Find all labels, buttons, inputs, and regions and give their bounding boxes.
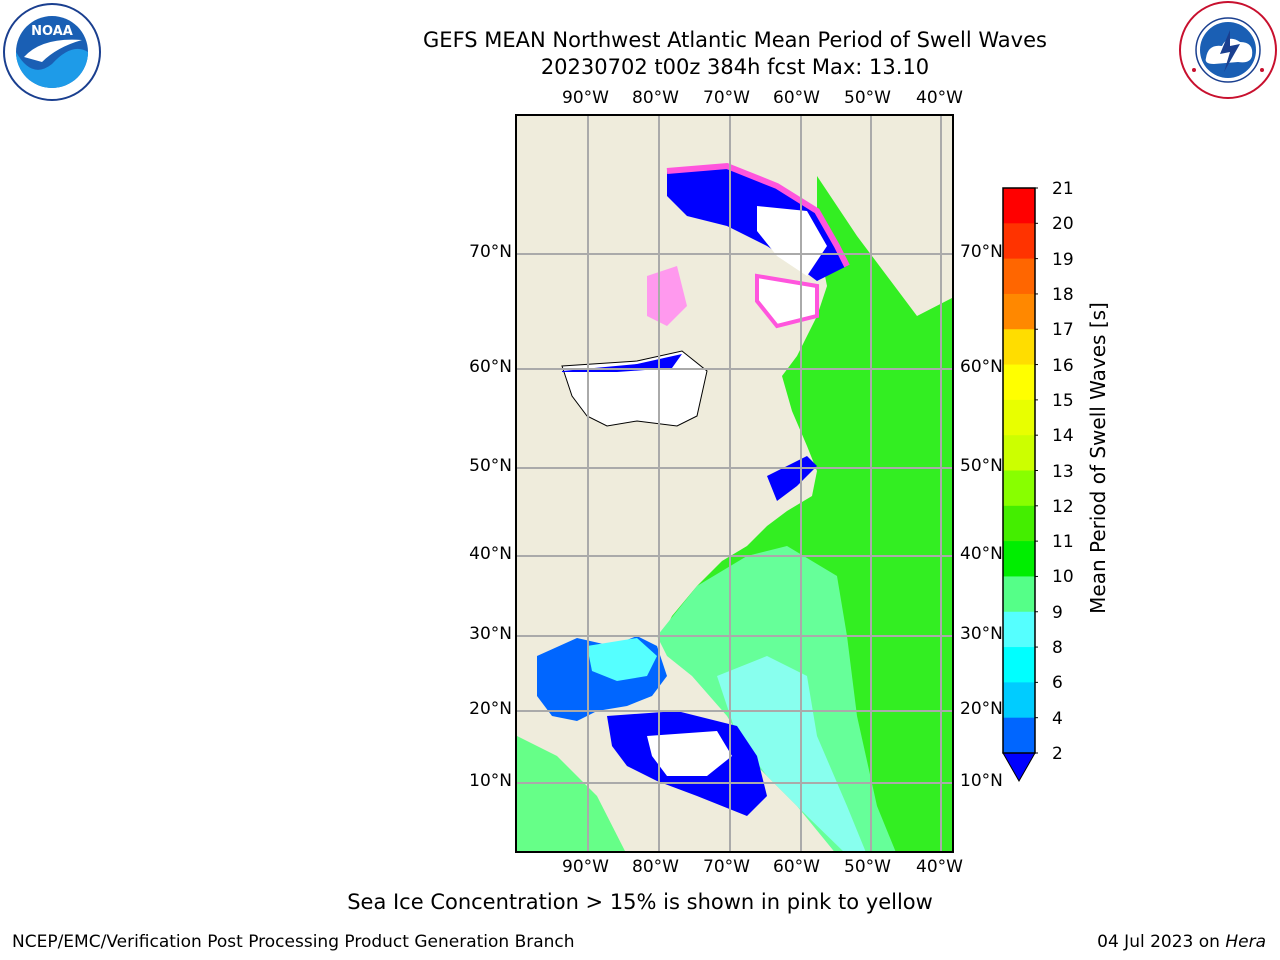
colorbar [1002,187,1042,787]
lon-label-bottom: 60°W [773,857,820,877]
ice-edge [666,162,850,268]
lat-label-left: 20°N [469,699,512,719]
lat-label-left: 50°N [469,456,512,476]
colorbar-segment [1003,399,1035,436]
lon-label-bottom: 50°W [844,857,891,877]
colorbar-segment [1003,223,1035,260]
colorbar-tick-label: 8 [1052,638,1063,659]
colorbar-tick-label: 11 [1052,532,1074,553]
colorbar-segment [1003,576,1035,613]
colorbar-segment [1003,258,1035,295]
colorbar-tick-label: 16 [1052,355,1074,376]
lat-label-right: 10°N [960,771,1003,791]
nws-logo [1178,0,1278,100]
colorbar-tick-label: 10 [1052,567,1074,588]
lon-label-top: 60°W [773,88,820,108]
lon-label-bottom: 90°W [562,857,609,877]
colorbar-svg [1002,187,1042,783]
colorbar-segment [1003,435,1035,471]
colorbar-segment [1003,364,1035,401]
graticule [517,116,952,851]
map-panel [515,114,954,853]
pacific-ocean [517,736,625,851]
chart-subtitle: 20230702 t00z 384h fcst Max: 13.10 [540,55,930,79]
colorbar-segment [1003,611,1035,648]
lat-label-left: 70°N [469,242,512,262]
colorbar-tick-label: 19 [1052,249,1074,270]
lat-label-left: 40°N [469,544,512,564]
caribbean-blank [647,731,732,776]
lat-label-right: 20°N [960,699,1003,719]
footer-date-text: 04 Jul 2023 on [1097,932,1226,952]
lon-label-top: 90°W [562,88,609,108]
colorbar-segment [1003,682,1035,719]
colorbar-segment [1003,188,1035,224]
colorbar-tick-label: 18 [1052,284,1074,305]
colorbar-segment [1003,293,1035,330]
lon-label-bottom: 40°W [916,857,963,877]
colorbar-segment [1003,470,1035,507]
colorbar-tick-label: 17 [1052,320,1074,341]
footer-date: 04 Jul 2023 on Hera [1097,932,1266,952]
lat-label-left: 60°N [469,357,512,377]
colorbar-tick-label: 12 [1052,496,1074,517]
map-svg [517,116,952,851]
footer-credit: NCEP/EMC/Verification Post Processing Pr… [12,932,575,952]
lon-label-top: 40°W [916,88,963,108]
chart-title: GEFS MEAN Northwest Atlantic Mean Period… [423,28,1047,52]
gulf-shelf [587,638,657,681]
lon-label-bottom: 70°W [703,857,750,877]
colorbar-segment [1003,505,1035,542]
lat-label-right: 60°N [960,357,1003,377]
colorbar-tick-label: 20 [1052,214,1074,235]
lat-label-right: 50°N [960,456,1003,476]
colorbar-segment [1003,717,1035,754]
colorbar-tick-label: 21 [1052,179,1074,199]
lat-label-right: 70°N [960,242,1003,262]
colorbar-tick-label: 14 [1052,426,1074,447]
colorbar-tick-label: 6 [1052,673,1063,694]
footer-host: Hera [1225,932,1266,952]
baffin-ice [757,206,827,276]
lon-label-bottom: 80°W [632,857,679,877]
noaa-logo-text: NOAA [31,24,73,39]
hudson-bay-open-water [562,354,682,372]
colorbar-tick-label: 2 [1052,744,1063,764]
lat-label-right: 30°N [960,624,1003,644]
colorbar-tick-label: 13 [1052,461,1074,482]
arctic-ice-patch [647,266,687,326]
colorbar-segment [1003,541,1035,577]
lon-label-top: 80°W [632,88,679,108]
colorbar-extend-arrow [1002,752,1036,783]
colorbar-segment [1003,647,1035,683]
lat-label-right: 40°N [960,544,1003,564]
caption: Sea Ice Concentration > 15% is shown in … [347,890,933,914]
noaa-logo: NOAA [2,2,102,102]
colorbar-title: Mean Period of Swell Waves [s] [1086,302,1110,614]
lon-label-top: 70°W [703,88,750,108]
lat-label-left: 10°N [469,771,512,791]
colorbar-tick-label: 4 [1052,708,1063,729]
colorbar-tick-label: 9 [1052,602,1063,623]
lon-label-top: 50°W [844,88,891,108]
ocean-low-period [717,656,866,851]
colorbar-tick-label: 15 [1052,390,1074,411]
colorbar-segment [1003,329,1035,366]
lat-label-left: 30°N [469,624,512,644]
